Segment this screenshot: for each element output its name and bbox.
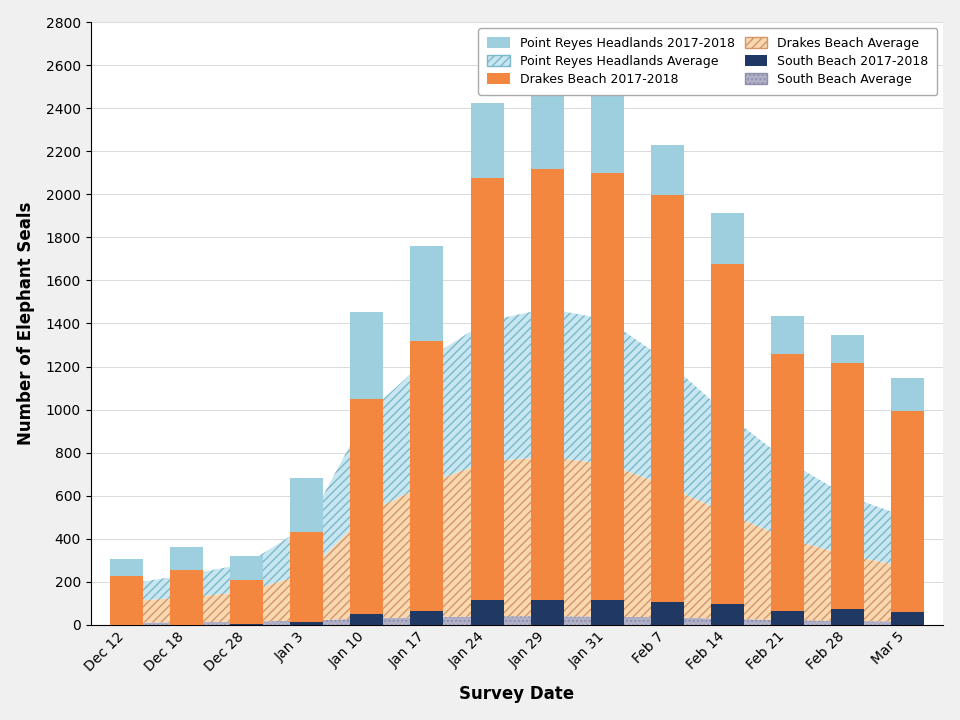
Bar [531, 168, 564, 600]
Bar [891, 612, 924, 625]
Bar [891, 410, 924, 612]
Bar [651, 195, 684, 602]
Bar [531, 82, 564, 168]
Bar [710, 264, 744, 604]
Bar [290, 621, 324, 625]
Bar [290, 479, 324, 532]
Bar [110, 577, 143, 625]
Bar [771, 354, 804, 611]
Bar [531, 600, 564, 625]
Bar [411, 341, 444, 611]
Bar [350, 399, 383, 614]
Bar [830, 608, 864, 625]
Bar [230, 556, 263, 580]
Bar [651, 145, 684, 195]
Bar [590, 173, 624, 600]
Bar [470, 179, 504, 600]
Bar [590, 86, 624, 173]
Bar [230, 624, 263, 625]
Bar [710, 212, 744, 264]
Bar [350, 312, 383, 399]
X-axis label: Survey Date: Survey Date [460, 685, 575, 703]
Bar [170, 547, 204, 570]
Bar [290, 532, 324, 621]
Bar [411, 611, 444, 625]
Bar [830, 364, 864, 608]
Bar [230, 580, 263, 624]
Bar [651, 602, 684, 625]
Bar [470, 103, 504, 179]
Bar [170, 570, 204, 625]
Bar [771, 316, 804, 354]
Legend: Point Reyes Headlands 2017-2018, Point Reyes Headlands Average, Drakes Beach 201: Point Reyes Headlands 2017-2018, Point R… [478, 28, 937, 95]
Y-axis label: Number of Elephant Seals: Number of Elephant Seals [16, 202, 35, 445]
Bar [470, 600, 504, 625]
Bar [710, 604, 744, 625]
Bar [830, 336, 864, 364]
Bar [891, 379, 924, 410]
Bar [110, 559, 143, 577]
Bar [411, 246, 444, 341]
Bar [590, 600, 624, 625]
Bar [350, 614, 383, 625]
Bar [771, 611, 804, 625]
